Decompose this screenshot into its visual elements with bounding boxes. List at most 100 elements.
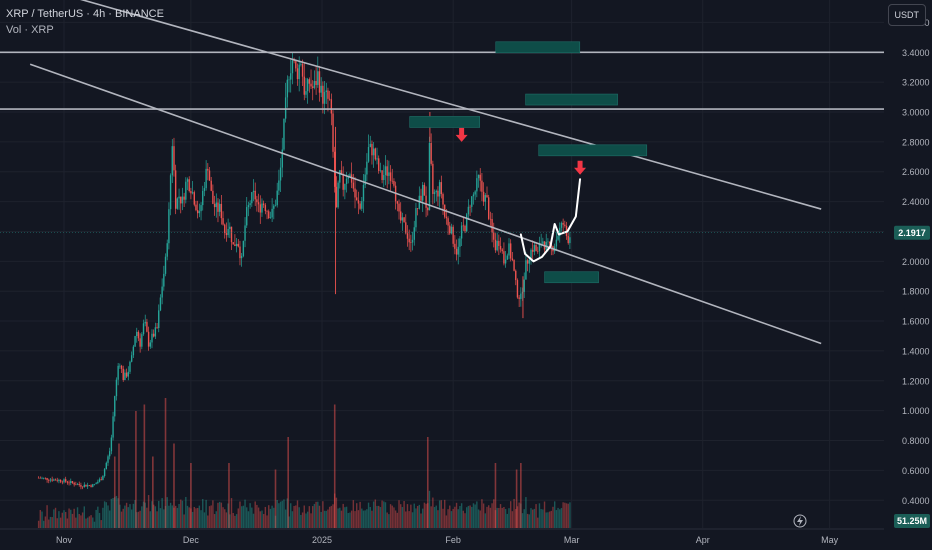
volume-bar: [406, 504, 409, 528]
candle-body: [271, 208, 273, 218]
down-arrow-icon: [455, 127, 468, 142]
volume-bar: [288, 516, 290, 528]
candle-body: [86, 485, 89, 487]
candle-body: [92, 484, 94, 487]
volume-bar: [349, 512, 351, 528]
volume-spike: [135, 411, 137, 528]
candle-body: [254, 190, 256, 200]
volume-spike: [152, 456, 154, 528]
volume-bar: [283, 499, 285, 528]
volume-bar: [54, 507, 57, 528]
y-tick-label: 1.6000: [902, 317, 930, 327]
candle-body: [76, 484, 79, 485]
volume-bar: [460, 503, 463, 528]
candle-body: [42, 477, 45, 479]
volume-bar: [266, 515, 268, 528]
candle-body: [491, 218, 493, 233]
candle-body: [376, 158, 378, 160]
candle-body: [93, 484, 96, 485]
candle-body: [498, 240, 500, 246]
volume-bar: [366, 509, 368, 528]
candle-body: [268, 211, 270, 219]
volume-bar: [467, 505, 470, 528]
volume-bar: [124, 505, 126, 528]
volume-bar: [306, 511, 309, 528]
candle-body: [207, 168, 209, 171]
volume-bar: [107, 505, 109, 528]
candle-body: [120, 365, 123, 369]
volume-bar: [163, 509, 165, 528]
volume-bar: [310, 513, 312, 528]
volume-bar: [491, 503, 493, 528]
candle-body: [437, 190, 439, 197]
volume-bar: [472, 503, 475, 528]
candle-body: [460, 225, 463, 239]
time-axis: Nov Dec 2025 Feb Mar Apr May: [56, 535, 839, 545]
candle-body: [493, 232, 495, 240]
candle-body: [41, 477, 43, 479]
volume-bar: [159, 508, 162, 528]
volume-bar: [63, 510, 65, 528]
volume-bar: [515, 509, 517, 528]
volume-bar: [428, 490, 431, 528]
candle-body: [73, 482, 75, 485]
candlestick-series: [37, 51, 571, 490]
volume-bar: [286, 498, 289, 528]
candle-body: [259, 204, 261, 213]
volume-spike: [287, 437, 289, 528]
volume-bar: [345, 506, 348, 528]
candle-body: [449, 225, 451, 234]
candle-body: [489, 218, 492, 220]
y-tick-label: 0.8000: [902, 436, 930, 446]
volume-bar: [499, 504, 502, 528]
candle-body: [433, 192, 436, 194]
x-tick-label: 2025: [312, 535, 332, 545]
candle-body: [190, 191, 192, 194]
candle-body: [344, 184, 346, 190]
candle-body: [335, 186, 338, 208]
volume-bar: [66, 518, 69, 528]
candle-body: [482, 191, 485, 202]
volume-bar: [552, 506, 554, 528]
candle-body: [215, 202, 217, 208]
candle-body: [115, 379, 118, 397]
candle-body: [227, 228, 229, 236]
volume-bar: [239, 501, 241, 528]
volume-bar: [284, 509, 287, 528]
candle-body: [560, 222, 563, 228]
candle-body: [548, 241, 551, 244]
volume-bars: [37, 398, 571, 528]
volume-spike: [494, 463, 497, 528]
volume-bar: [422, 508, 424, 528]
volume-bar: [218, 501, 221, 528]
candle-body: [388, 172, 390, 176]
volume-bar: [51, 517, 53, 528]
volume-indicator-label[interactable]: Vol · XRP: [6, 24, 54, 36]
volume-bar: [257, 507, 260, 528]
candle-body: [508, 243, 510, 256]
y-tick-label: 2.6000: [902, 167, 930, 177]
volume-bar: [430, 506, 432, 528]
volume-bar: [371, 510, 373, 528]
candle-body: [325, 90, 327, 93]
candle-body: [235, 243, 238, 247]
candle-body: [161, 286, 163, 298]
symbol-title[interactable]: XRP / TetherUS · 4h · BINANCE: [6, 8, 164, 20]
currency-button[interactable]: USDT: [887, 4, 926, 26]
volume-bar: [80, 515, 82, 528]
candle-body: [499, 245, 502, 250]
candle-body: [438, 182, 441, 197]
volume-bar: [548, 511, 551, 528]
candle-body: [291, 60, 294, 74]
candle-body: [469, 206, 471, 208]
volume-bar: [339, 507, 341, 528]
candle-body: [75, 484, 77, 486]
volume-bar: [59, 517, 62, 528]
volume-bar: [337, 508, 339, 528]
volume-bar: [550, 510, 552, 528]
volume-bar: [220, 502, 223, 528]
candle-body: [381, 170, 383, 181]
volume-bar: [264, 506, 267, 528]
candle-body: [306, 79, 309, 92]
